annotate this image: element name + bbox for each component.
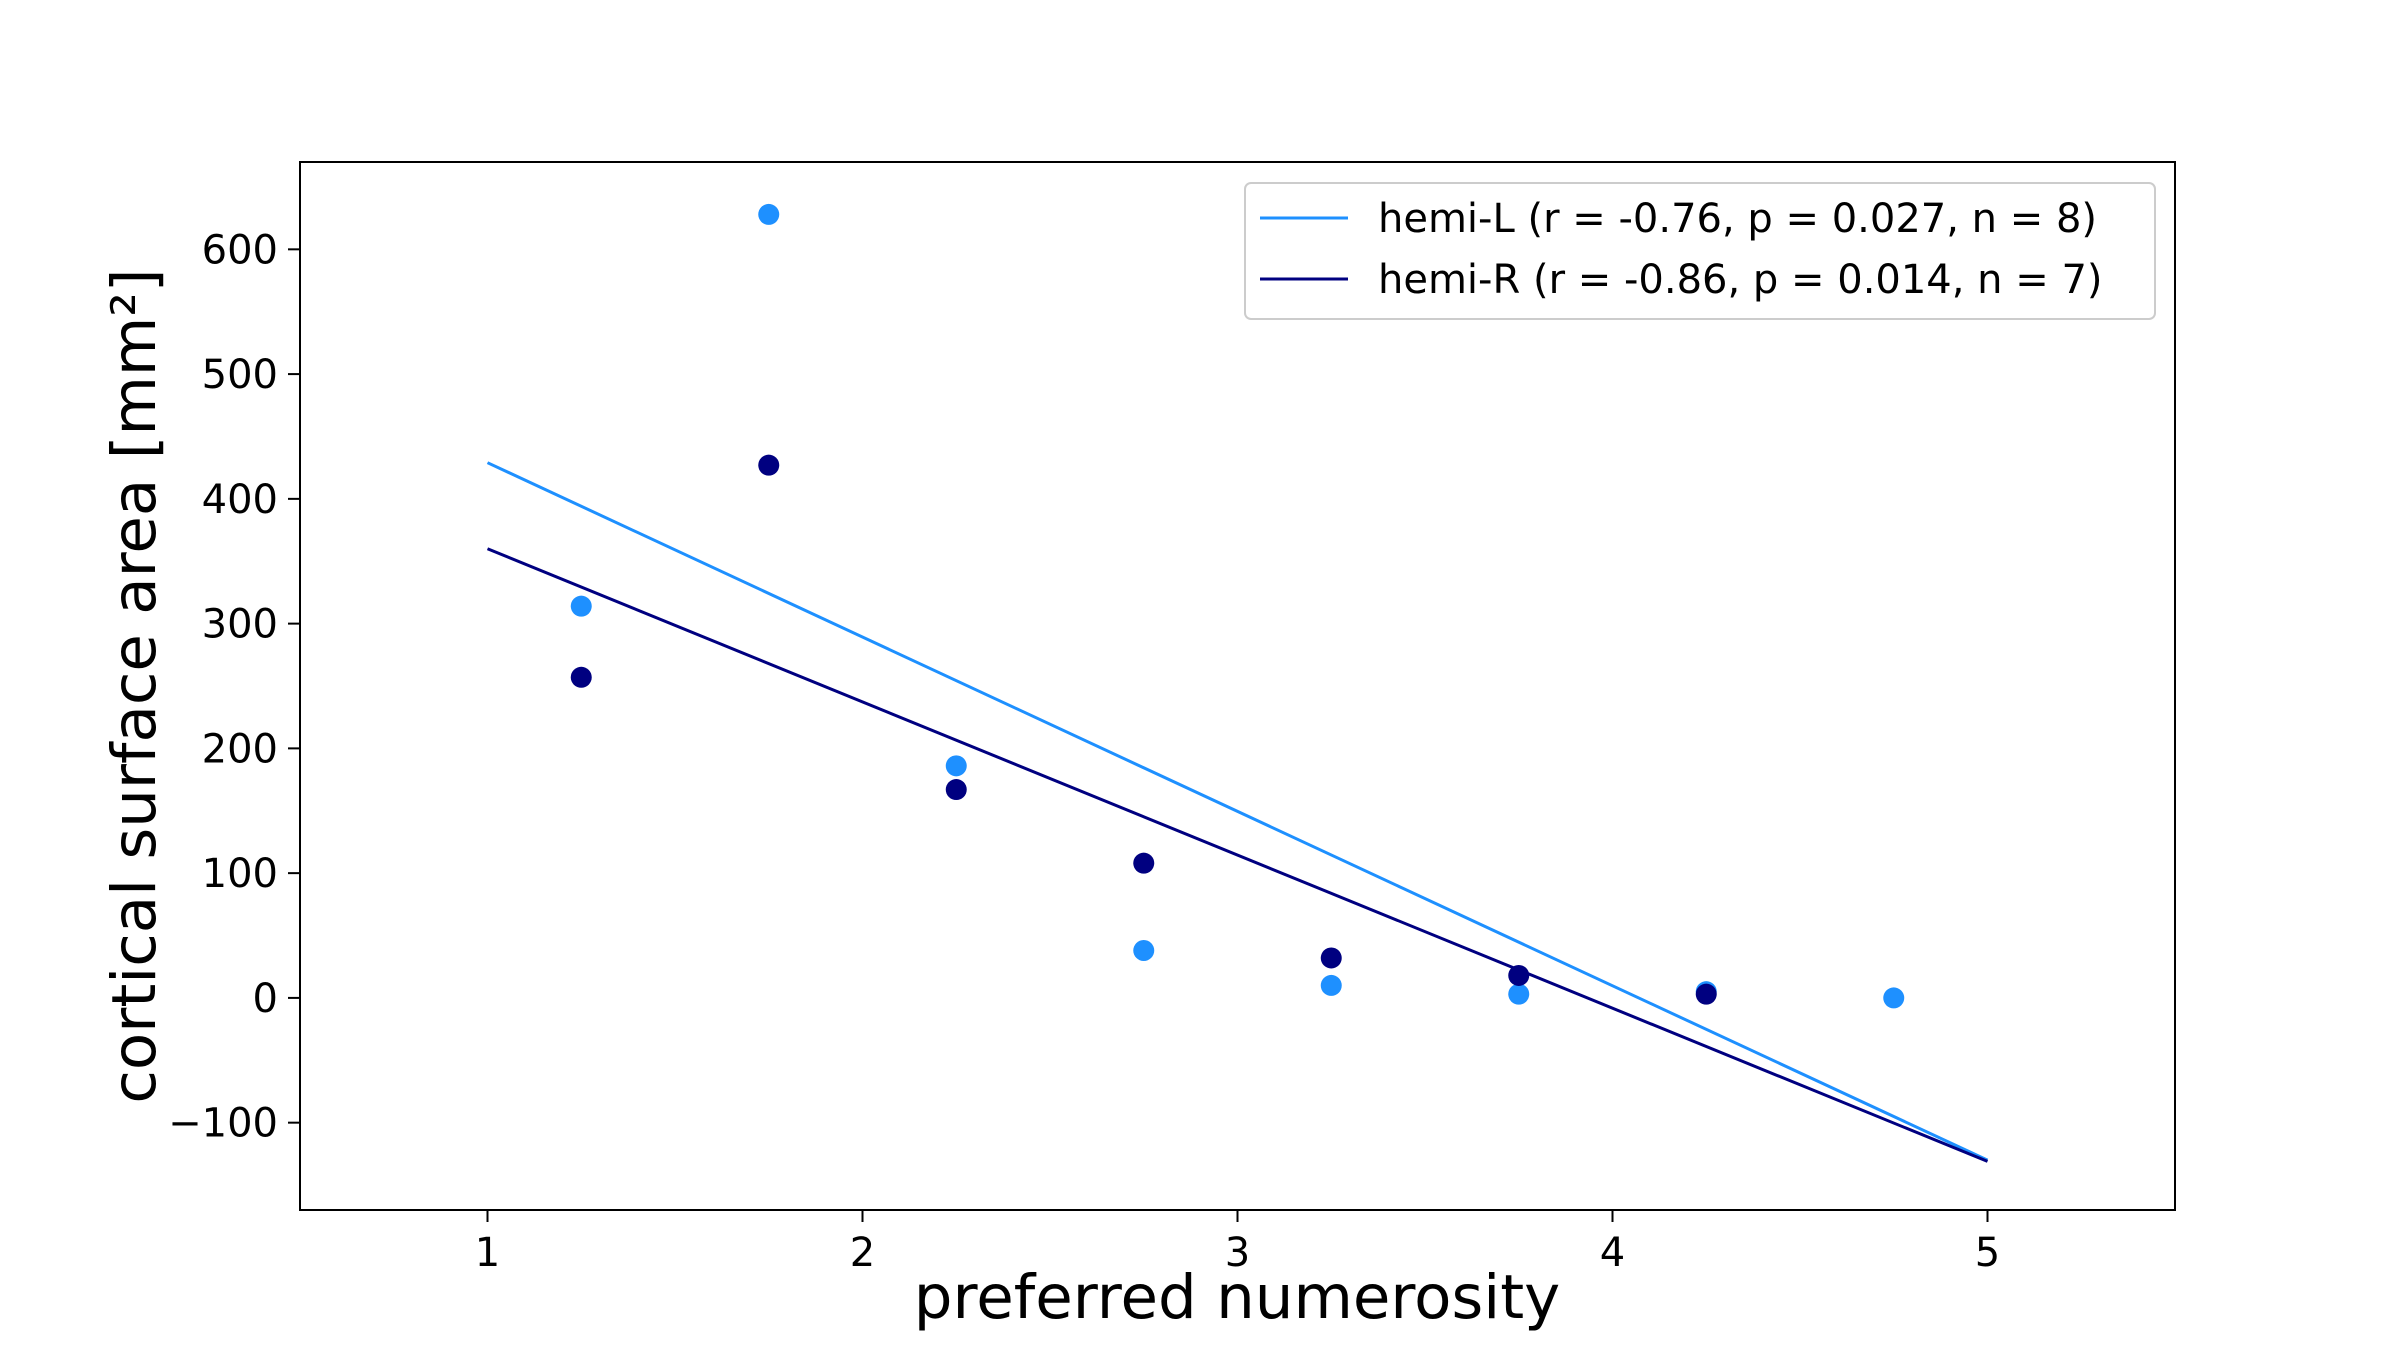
legend-label-hemi-r: hemi-R (r = -0.86, p = 0.014, n = 7) [1378, 257, 2103, 303]
y-tick-label: 400 [202, 477, 278, 523]
data-point-hemi-r [1695, 983, 1717, 1005]
x-tick-label: 5 [1975, 1230, 2000, 1276]
legend: hemi-L (r = -0.76, p = 0.027, n = 8) hem… [1244, 182, 2156, 320]
data-point-hemi-l [758, 203, 780, 225]
x-tick-label: 4 [1600, 1230, 1625, 1276]
data-point-hemi-r [945, 779, 967, 801]
y-tick-label: 200 [202, 726, 278, 772]
y-tick-label: 100 [202, 851, 278, 897]
x-tick-label: 3 [1225, 1230, 1250, 1276]
fit-line-hemi-l [486, 461, 1989, 1162]
data-point-hemi-l [570, 595, 592, 617]
x-axis: 1 2 3 4 5 [475, 1210, 2000, 1276]
data-point-hemi-l [1133, 939, 1155, 961]
x-tick-label: 1 [475, 1230, 500, 1276]
fit-lines-layer [486, 461, 1989, 1163]
legend-label-hemi-l: hemi-L (r = -0.76, p = 0.027, n = 8) [1378, 196, 2097, 242]
y-tick-label: 300 [202, 602, 278, 648]
data-point-hemi-l [945, 755, 967, 777]
fit-line-hemi-r [486, 547, 1989, 1163]
data-point-hemi-r [1320, 947, 1342, 969]
x-tick-label: 2 [850, 1230, 875, 1276]
data-point-hemi-r [570, 666, 592, 688]
y-axis: −100 0 100 200 300 400 500 600 [168, 227, 300, 1147]
x-axis-label: preferred numerosity [914, 1262, 1560, 1333]
data-point-hemi-r [1133, 852, 1155, 874]
legend-box [1244, 182, 2156, 320]
y-tick-label: 600 [202, 227, 278, 273]
data-point-hemi-l [1883, 987, 1905, 1009]
data-point-hemi-r [1508, 964, 1530, 986]
y-tick-label: −100 [168, 1101, 278, 1147]
data-point-hemi-l [1320, 974, 1342, 996]
data-point-hemi-r [758, 454, 780, 476]
y-tick-label: 0 [253, 976, 278, 1022]
data-point-hemi-l [1508, 983, 1530, 1005]
points-layer [570, 203, 1905, 1009]
y-tick-label: 500 [202, 352, 278, 398]
y-axis-label: cortical surface area [mm²] [99, 268, 170, 1103]
